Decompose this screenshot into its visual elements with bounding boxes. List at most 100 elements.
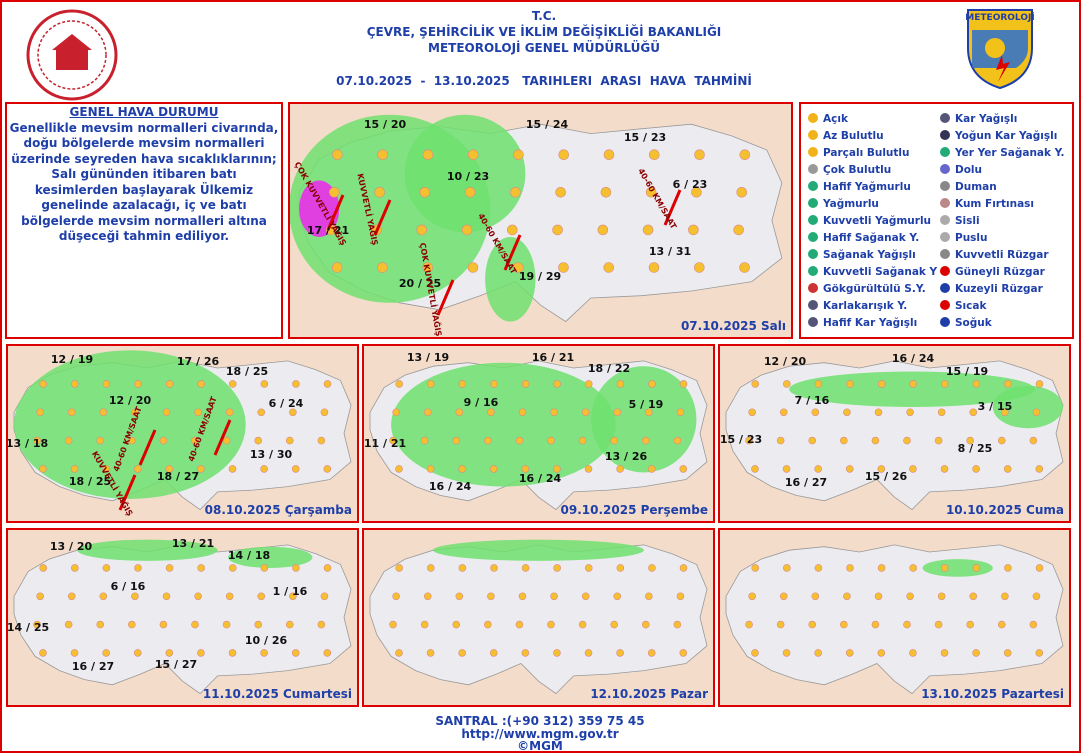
weather-icon <box>165 564 174 572</box>
weather-icon <box>64 436 73 445</box>
weather-icon <box>676 408 685 417</box>
weather-icon <box>323 465 332 473</box>
weather-icon <box>673 436 682 445</box>
map-date: 12.10.2025 Pazar <box>590 687 708 701</box>
weather-icon <box>648 380 656 388</box>
weather-icon <box>647 465 656 473</box>
weather-icon <box>197 649 205 657</box>
legend-label: Sağanak Yağışlı <box>823 249 916 261</box>
weather-icon <box>934 436 943 445</box>
weather-icon <box>736 187 748 198</box>
weather-icon <box>811 408 820 417</box>
weather-icon <box>679 465 688 473</box>
legend-icon <box>808 113 818 123</box>
rain-zone <box>992 385 1063 429</box>
weather-icon <box>323 380 332 388</box>
weather-icon <box>194 592 202 601</box>
weather-icon <box>191 620 199 629</box>
weather-icon <box>518 592 527 601</box>
weather-icon <box>1004 380 1012 388</box>
legend-icon <box>940 181 950 191</box>
summary-box <box>5 102 283 339</box>
weather-icon <box>934 620 943 629</box>
temperature: 14 / 18 <box>228 549 270 562</box>
weather-icon <box>395 649 403 657</box>
weather-icon <box>966 436 974 445</box>
weather-icon <box>903 620 911 629</box>
weather-icon <box>131 408 139 417</box>
weather-icon <box>102 564 111 572</box>
weather-icon <box>33 436 41 445</box>
map-frame <box>718 344 1071 523</box>
weather-icon <box>751 649 759 657</box>
weather-icon <box>395 465 403 473</box>
temperature: 3 / 15 <box>978 400 1013 413</box>
weather-icon <box>739 262 750 273</box>
weather-icon <box>940 649 949 657</box>
weather-icon <box>871 436 880 445</box>
weather-icon <box>1003 649 1012 657</box>
weather-icon <box>165 649 174 657</box>
legend-icon <box>808 130 818 140</box>
temperature: 12 / 20 <box>764 355 807 368</box>
forecast-map: 13 / 20 13 / 21 14 / 18 6 / 16 1 / 16 14 / 25… <box>6 528 359 707</box>
weather-icon <box>1035 649 1044 657</box>
legend-icon <box>808 181 818 191</box>
wind-arrow <box>118 474 137 511</box>
legend-icon <box>940 215 950 225</box>
legend-label: Sisli <box>955 215 980 227</box>
weather-icon <box>521 649 530 657</box>
weather-icon <box>610 436 618 445</box>
temperature: 16 / 21 <box>532 351 574 364</box>
weather-icon <box>603 149 615 160</box>
weather-icon <box>96 436 105 445</box>
mgm-logo: METEOROLOJİ <box>965 9 1035 90</box>
weather-icon <box>940 564 949 572</box>
weather-icon <box>776 436 785 445</box>
temperature: 18 / 27 <box>157 470 199 483</box>
weather-icon <box>422 149 434 160</box>
weather-icon <box>846 564 854 572</box>
weather-icon <box>814 564 823 572</box>
header-line: ÇEVRE, ŞEHİRCİLİK VE İKLİM DEĞİŞİKLİĞİ B… <box>367 24 722 39</box>
wind-arrow <box>663 189 682 226</box>
weather-icon <box>648 149 660 160</box>
weather-icon <box>1035 465 1044 473</box>
legend-icon <box>940 317 950 327</box>
weather-icon <box>600 187 612 198</box>
weather-icon <box>458 649 466 657</box>
forecast-map: 12.10.2025 Pazar <box>362 528 715 707</box>
weather-icon <box>39 465 47 473</box>
weather-icon <box>808 436 817 445</box>
legend-box <box>799 102 1074 339</box>
weather-icon <box>392 408 400 417</box>
weather-icon <box>1001 592 1009 601</box>
weather-icon <box>461 224 473 236</box>
weather-icon <box>458 380 467 388</box>
temperature: 11 / 21 <box>364 437 406 450</box>
temperature: 16 / 27 <box>72 660 114 673</box>
weather-icon <box>558 149 570 160</box>
weather-icon <box>131 592 139 601</box>
temperature: 18 / 25 <box>226 365 268 378</box>
weather-icon <box>597 224 609 236</box>
weather-icon <box>128 620 136 629</box>
weather-icon <box>464 187 476 198</box>
legend-icon <box>940 283 950 293</box>
legend-label: Dolu <box>955 164 982 176</box>
weather-icon <box>33 620 41 629</box>
weather-icon <box>553 564 561 572</box>
weather-icon <box>257 592 266 601</box>
weather-icon <box>320 408 329 417</box>
temperature: 16 / 24 <box>892 352 935 365</box>
weather-icon <box>458 564 467 572</box>
weather-icon <box>260 380 269 388</box>
map-frame <box>718 528 1071 707</box>
weather-icon <box>1029 620 1038 629</box>
temperature: 6 / 23 <box>673 178 708 191</box>
weather-icon <box>228 564 237 572</box>
legend-icon <box>940 113 950 123</box>
weather-icon <box>254 436 262 445</box>
weather-icon <box>291 465 300 473</box>
weather-icon <box>225 408 234 417</box>
